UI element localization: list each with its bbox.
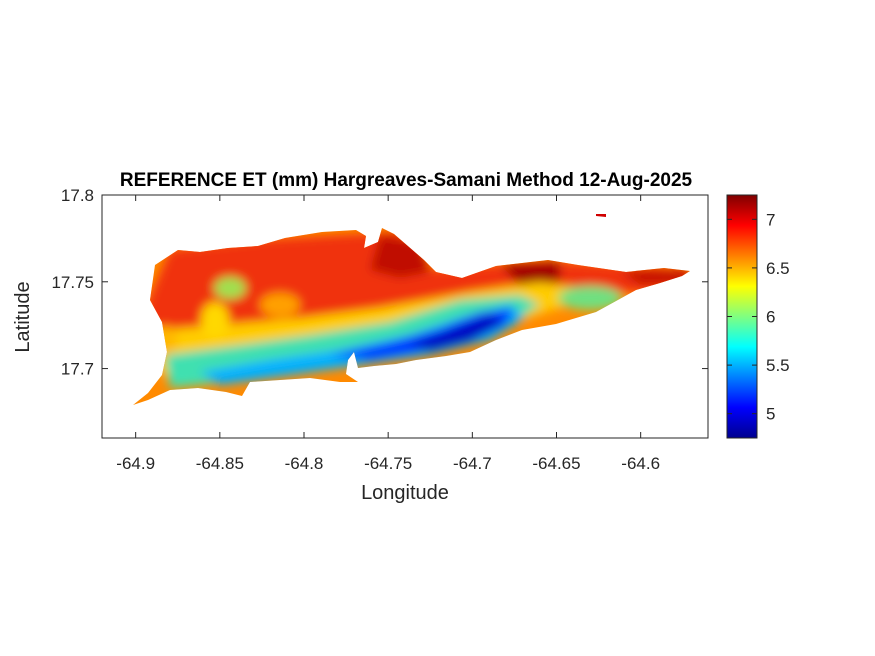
y-tick-label: 17.8	[61, 186, 94, 205]
offshore-islet	[596, 214, 606, 217]
colorbar-tick-label: 6.5	[766, 259, 790, 278]
colorbar-tick-label: 7	[766, 210, 775, 229]
colorbar-tick-label: 5	[766, 405, 775, 424]
chart-title: REFERENCE ET (mm) Hargreaves-Samani Meth…	[120, 170, 693, 191]
x-axis: -64.9 -64.85 -64.8 -64.75 -64.7 -64.65 -64.6	[116, 195, 660, 473]
x-tick-label: -64.85	[196, 454, 244, 473]
x-tick-label: -64.8	[285, 454, 324, 473]
x-tick-label: -64.9	[116, 454, 155, 473]
y-tick-label: 17.75	[51, 273, 94, 292]
y-axis: 17.7 17.75 17.8	[51, 186, 708, 379]
colorbar-tick-label: 5.5	[766, 356, 790, 375]
x-axis-label: Longitude	[361, 482, 449, 504]
y-tick-label: 17.7	[61, 360, 94, 379]
colorbar-tick-label: 6	[766, 308, 775, 327]
x-tick-label: -64.7	[453, 454, 492, 473]
x-tick-label: -64.6	[621, 454, 660, 473]
x-tick-label: -64.65	[532, 454, 580, 473]
x-tick-label: -64.75	[364, 454, 412, 473]
colorbar: 5 5.5 6 6.5 7	[726, 194, 790, 439]
y-axis-label: Latitude	[12, 281, 34, 352]
